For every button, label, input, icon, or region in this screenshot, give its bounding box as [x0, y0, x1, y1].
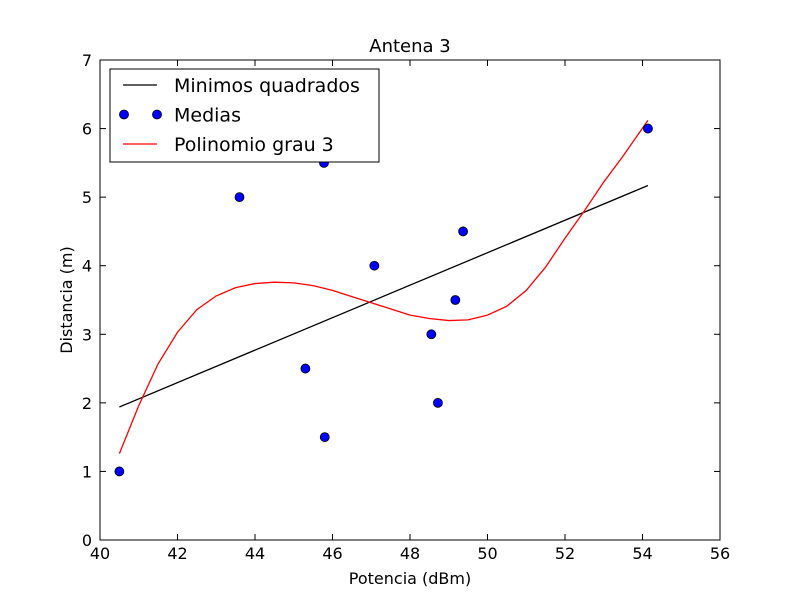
legend: Minimos quadrados Medias Polinomio grau 3 [109, 68, 380, 163]
y-tick-label: 7 [82, 51, 92, 70]
data-point [114, 466, 125, 477]
legend-label-2: Polinomio grau 3 [174, 134, 334, 156]
x-tick-label: 42 [167, 544, 187, 563]
y-tick-label: 3 [82, 325, 92, 344]
x-tick-label: 44 [245, 544, 265, 563]
x-tick-label: 56 [710, 544, 730, 563]
data-point [432, 397, 443, 408]
y-tick-label: 0 [82, 531, 92, 550]
data-point [319, 432, 330, 443]
x-tick-label: 46 [322, 544, 342, 563]
series-line-0 [119, 184, 649, 408]
data-point [426, 329, 437, 340]
series-line-2 [118, 119, 649, 454]
chart-title: Antena 3 [369, 36, 450, 57]
x-tick-label: 52 [555, 544, 575, 563]
y-tick-label: 1 [82, 462, 92, 481]
data-point [234, 192, 245, 203]
data-point [300, 363, 311, 374]
plot-frame [99, 59, 721, 541]
y-axis-label: Distancia (m) [57, 246, 76, 354]
legend-marker [152, 109, 162, 120]
data-point [643, 123, 653, 134]
x-tick-label: 54 [632, 544, 652, 563]
data-point [450, 295, 461, 305]
x-tick-label: 50 [477, 544, 497, 563]
x-axis-label: Potencia (dBm) [349, 569, 471, 588]
data-point [369, 260, 380, 271]
data-point [458, 226, 468, 237]
y-tick-label: 6 [82, 120, 92, 139]
legend-marker [119, 109, 129, 120]
plot-area [114, 119, 653, 477]
legend-label-1: Medias [174, 105, 241, 127]
y-tick-label: 2 [82, 394, 92, 413]
y-tick-label: 4 [82, 257, 92, 276]
y-tick-label: 5 [82, 188, 92, 207]
x-tick-label: 40 [90, 544, 110, 563]
x-tick-label: 48 [400, 544, 420, 563]
legend-label-0: Minimos quadrados [174, 75, 360, 97]
